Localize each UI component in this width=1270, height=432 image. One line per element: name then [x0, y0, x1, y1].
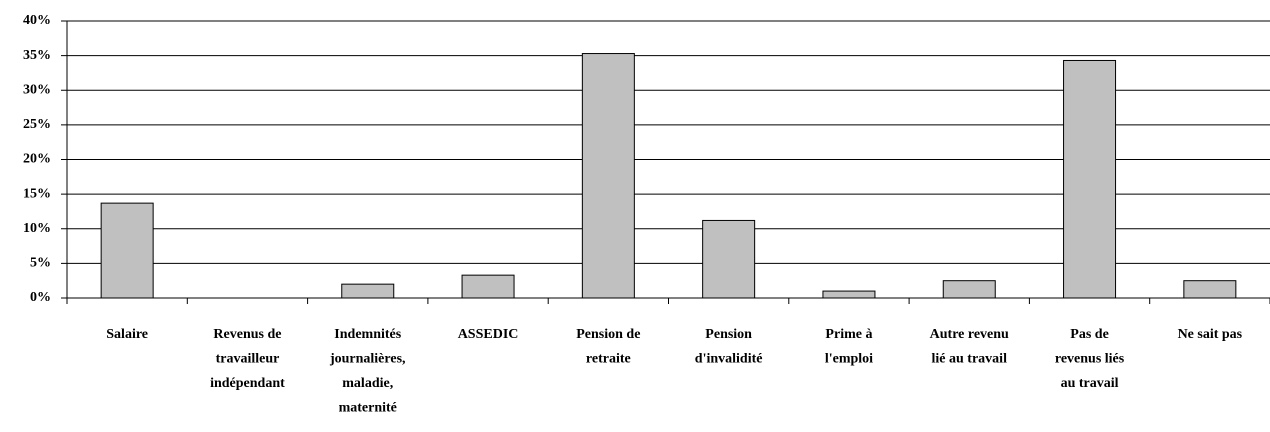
x-tick-label: Pension d'invalidité: [695, 327, 763, 367]
bar: [1063, 59, 1117, 299]
y-tick-label: 40%: [23, 13, 51, 28]
bar: [341, 283, 395, 299]
x-tick-label: Revenus de travailleur indépendant: [210, 327, 285, 391]
y-tick-label: 5%: [30, 256, 51, 271]
bar: [822, 290, 876, 299]
x-tick-label: Prime à l'emploi: [825, 327, 873, 367]
bar: [1183, 280, 1237, 299]
bar: [461, 274, 515, 299]
y-tick-label: 20%: [23, 152, 51, 167]
bar: [581, 53, 635, 299]
x-tick-label: ASSEDIC: [458, 327, 519, 342]
x-tick-label: Autre revenu lié au travail: [930, 327, 1009, 367]
y-tick-label: 0%: [30, 290, 51, 305]
x-tick-label: Salaire: [106, 327, 148, 342]
y-tick-label: 30%: [23, 82, 51, 97]
x-tick-label: Pas de revenus liés au travail: [1055, 327, 1125, 391]
x-tick-label: Pension de retraite: [576, 327, 640, 367]
bar: [702, 219, 756, 299]
bar: [942, 280, 996, 299]
bar: [100, 202, 154, 299]
x-tick-label: Indemnités journalières, maladie, maternité: [329, 327, 406, 416]
x-tick-label: Ne sait pas: [1178, 327, 1243, 342]
y-tick-label: 25%: [23, 117, 51, 132]
y-tick-label: 10%: [23, 221, 51, 236]
y-tick-label: 35%: [23, 48, 51, 63]
y-tick-label: 15%: [23, 186, 51, 201]
